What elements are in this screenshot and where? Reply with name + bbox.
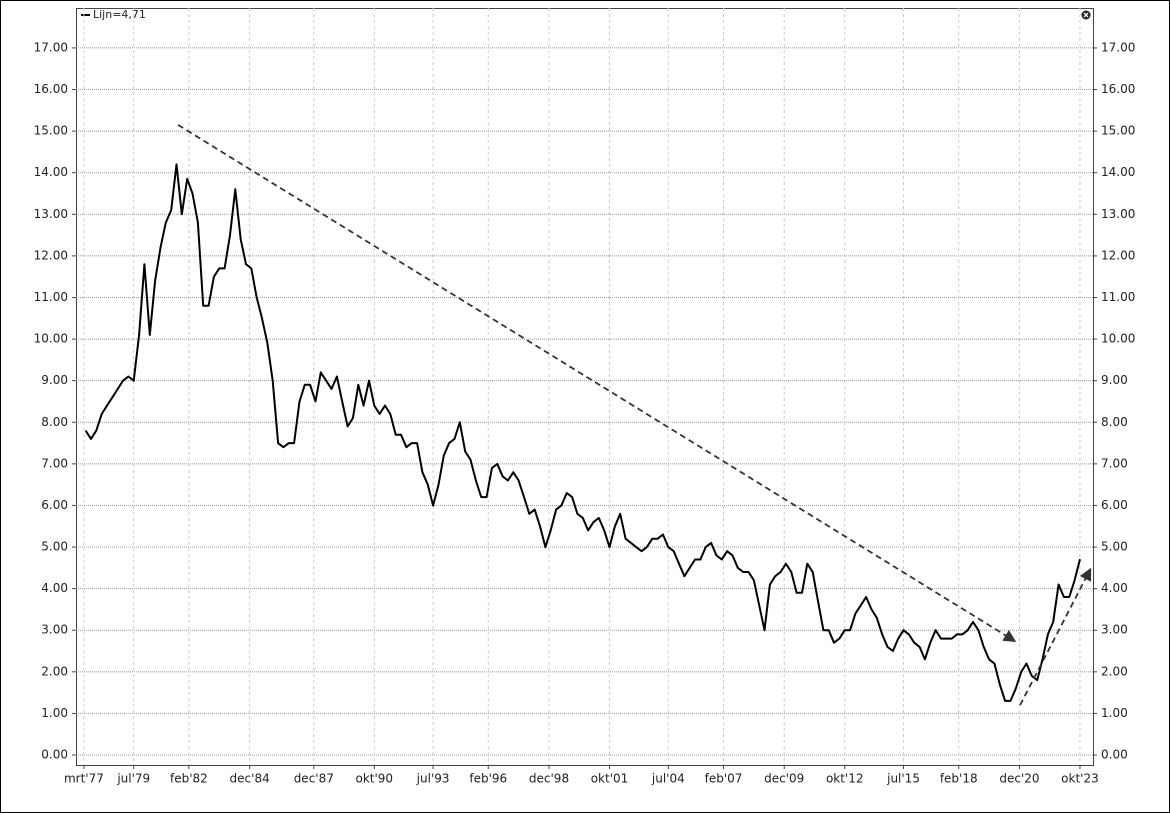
y-tick-label: 3.00	[41, 623, 68, 637]
x-tick-label: dec'84	[230, 772, 270, 786]
y-tick-label: 13.00	[34, 207, 68, 221]
legend-label: Lijn=4,71	[93, 8, 146, 21]
y2-tick-label: 7.00	[1101, 456, 1128, 470]
y-tick-label: 14.00	[34, 165, 68, 179]
x-tick-label: jul'93	[416, 772, 450, 786]
x-tick-label: okt'23	[1061, 772, 1099, 786]
y2-tick-label: 10.00	[1101, 332, 1135, 346]
x-tick-label: jul'79	[116, 772, 150, 786]
x-tick-label: okt'90	[356, 772, 394, 786]
y2-tick-label: 8.00	[1101, 415, 1128, 429]
x-tick-label: dec'87	[294, 772, 334, 786]
plot-area	[76, 8, 1094, 766]
x-tick-label: feb'07	[705, 772, 743, 786]
x-tick-label: okt'01	[591, 772, 629, 786]
x-tick-label: mrt'77	[64, 772, 104, 786]
y-tick-label: 4.00	[41, 581, 68, 595]
y-tick-label: 0.00	[41, 748, 68, 762]
line-series	[84, 163, 1081, 702]
y2-tick-label: 16.00	[1101, 82, 1135, 96]
x-tick-label: feb'96	[469, 772, 507, 786]
y-tick-label: 6.00	[41, 498, 68, 512]
x-tick-label: feb'82	[170, 772, 208, 786]
trend-line	[1019, 567, 1092, 706]
y2-tick-label: 15.00	[1101, 124, 1135, 138]
y2-tick-label: 6.00	[1101, 498, 1128, 512]
x-tick-label: feb'18	[940, 772, 978, 786]
y2-tick-label: 12.00	[1101, 248, 1135, 262]
y-tick-label: 1.00	[41, 706, 68, 720]
y2-tick-label: 9.00	[1101, 373, 1128, 387]
y2-tick-label: 1.00	[1101, 706, 1128, 720]
y-tick-label: 12.00	[34, 248, 68, 262]
y2-tick-label: 2.00	[1101, 664, 1128, 678]
y-tick-label: 17.00	[34, 40, 68, 54]
y2-tick-label: 5.00	[1101, 540, 1128, 554]
y-tick-label: 9.00	[41, 373, 68, 387]
y2-tick-label: 4.00	[1101, 581, 1128, 595]
x-tick-label: dec'09	[764, 772, 804, 786]
y2-tick-label: 13.00	[1101, 207, 1135, 221]
close-icon[interactable]	[1081, 10, 1091, 20]
y-tick-label: 16.00	[34, 82, 68, 96]
y2-tick-label: 3.00	[1101, 623, 1128, 637]
y2-tick-label: 11.00	[1101, 290, 1135, 304]
x-tick-label: okt'12	[826, 772, 864, 786]
x-tick-label: jul'04	[651, 772, 685, 786]
y-tick-label: 2.00	[41, 664, 68, 678]
y-tick-label: 8.00	[41, 415, 68, 429]
y2-tick-label: 17.00	[1101, 40, 1135, 54]
y2-tick-label: 14.00	[1101, 165, 1135, 179]
x-tick-label: dec'98	[529, 772, 569, 786]
y-tick-label: 15.00	[34, 124, 68, 138]
y-tick-label: 7.00	[41, 456, 68, 470]
y2-tick-label: 0.00	[1101, 748, 1128, 762]
y-tick-label: 5.00	[41, 540, 68, 554]
x-tick-label: jul'15	[886, 772, 920, 786]
y-tick-label: 11.00	[34, 290, 68, 304]
x-tick-label: dec'20	[999, 772, 1039, 786]
trend-line	[177, 124, 1017, 642]
y-tick-label: 10.00	[34, 332, 68, 346]
